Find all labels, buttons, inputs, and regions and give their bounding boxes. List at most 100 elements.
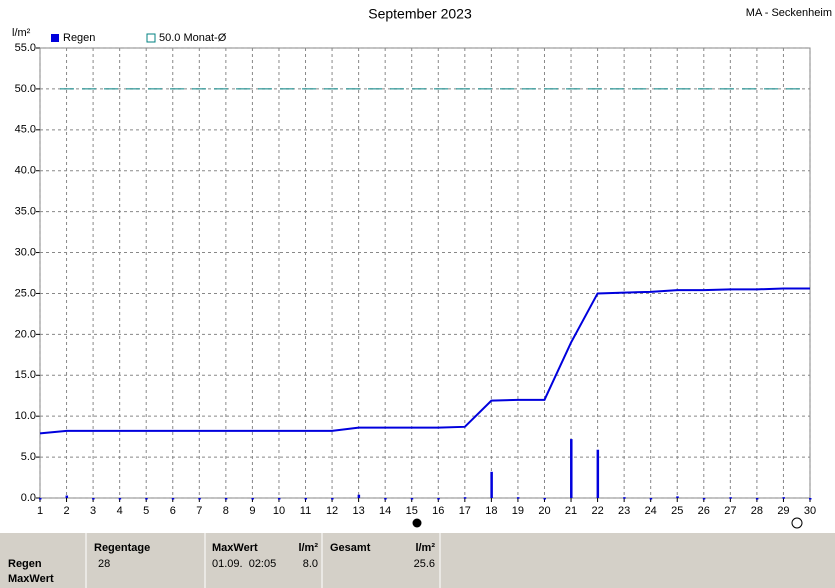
plot-area (39, 47, 811, 499)
y-tick-label: 40.0 (15, 165, 36, 177)
bar (118, 498, 122, 500)
x-tick-label: 22 (591, 505, 603, 517)
y-tick-label: 30.0 (15, 246, 36, 258)
x-tick-label: 25 (671, 505, 683, 517)
bar (65, 495, 69, 498)
header: Gesamt (330, 542, 371, 554)
x-tick-label: 23 (618, 505, 630, 517)
x-tick-label: 17 (459, 505, 471, 517)
y-tick-label: 50.0 (15, 83, 36, 95)
x-tick-label: 3 (90, 505, 96, 517)
bar (782, 497, 785, 499)
value: 8.0 (303, 558, 318, 570)
bar (755, 498, 759, 500)
x-tick-label: 8 (223, 505, 229, 517)
y-tick-label: 5.0 (21, 451, 36, 463)
row-label: Regen (8, 558, 42, 570)
time: 01.09. 02:05 (212, 558, 276, 570)
y-tick-label: 55.0 (15, 42, 36, 54)
bar (277, 498, 281, 500)
bar (596, 449, 600, 498)
x-tick-label: 19 (512, 505, 524, 517)
y-tick-label: 35.0 (15, 206, 36, 218)
x-tick-label: 15 (406, 505, 418, 517)
y-tick-label: 15.0 (15, 369, 36, 381)
x-tick-label: 16 (432, 505, 444, 517)
bar (623, 497, 626, 499)
x-tick-label: 7 (196, 505, 202, 517)
row-label: MaxWert (8, 573, 54, 585)
bar (437, 498, 440, 500)
unit: l/m² (415, 542, 435, 554)
y-tick-label: 10.0 (15, 410, 36, 422)
x-tick-label: 5 (143, 505, 149, 517)
bar (649, 498, 653, 500)
bar (809, 498, 812, 500)
chart-title: September 2023 (368, 6, 472, 22)
y-tick-label: 25.0 (15, 287, 36, 299)
bar (702, 498, 706, 500)
legend-swatch (51, 34, 59, 42)
bar (410, 498, 414, 500)
legend: Regen 50.0 Monat-Ø (51, 32, 227, 44)
bar (251, 498, 254, 500)
bar (39, 498, 42, 500)
x-tick-label: 18 (485, 505, 497, 517)
footer-bg (0, 532, 835, 588)
x-tick-label: 20 (538, 505, 550, 517)
unit: l/m² (298, 542, 318, 554)
bar (543, 498, 546, 500)
x-tick-label: 10 (273, 505, 285, 517)
bar (463, 497, 467, 499)
value: 28 (98, 558, 110, 570)
bar (570, 439, 573, 498)
x-tick-label: 2 (63, 505, 69, 517)
bar (331, 498, 334, 500)
bar (92, 498, 95, 500)
bar (171, 498, 175, 500)
header: MaxWert (212, 542, 258, 554)
y-tick-label: 45.0 (15, 124, 36, 136)
station: MA - Seckenheim (746, 7, 832, 19)
bar (676, 496, 679, 498)
bar (729, 497, 732, 499)
y-tick-label: 0.0 (21, 492, 36, 504)
footer: Regen MaxWert Regentage 28 MaxWert l/m² … (0, 532, 835, 588)
bar (516, 497, 520, 499)
x-tick-label: 13 (352, 505, 364, 517)
x-tick-label: 24 (645, 505, 657, 517)
x-tick-label: 11 (300, 505, 311, 517)
cumulative-line (39, 287, 810, 435)
x-tick-label: 9 (249, 505, 255, 517)
bar (198, 498, 201, 500)
x-tick-label: 21 (565, 505, 577, 517)
legend-swatch (146, 33, 156, 43)
header: Regentage (94, 542, 150, 554)
x-tick-label: 14 (379, 505, 391, 517)
bar (304, 498, 308, 500)
x-tick-label: 1 (37, 505, 43, 517)
x-tick-label: 29 (777, 505, 789, 517)
value: 25.6 (414, 558, 435, 570)
bar (224, 498, 228, 500)
footer-border (0, 532, 835, 533)
bar (357, 494, 361, 498)
y-axis-label: l/m² (12, 27, 31, 39)
x-tick-label: 6 (170, 505, 176, 517)
new-moon-icon (791, 517, 803, 529)
x-tick-label: 26 (698, 505, 710, 517)
bar (490, 471, 493, 498)
full-moon-icon (412, 518, 422, 528)
x-tick-label: 12 (326, 505, 338, 517)
x-tick-label: 28 (751, 505, 763, 517)
bar (145, 498, 148, 500)
x-tick-label: 27 (724, 505, 736, 517)
bar (384, 498, 387, 500)
x-tick-label: 30 (804, 505, 816, 517)
x-tick-label: 4 (117, 505, 123, 517)
y-tick-label: 20.0 (15, 328, 36, 340)
legend-label: 50.0 Monat-Ø (159, 32, 227, 44)
legend-label: Regen (63, 32, 95, 44)
